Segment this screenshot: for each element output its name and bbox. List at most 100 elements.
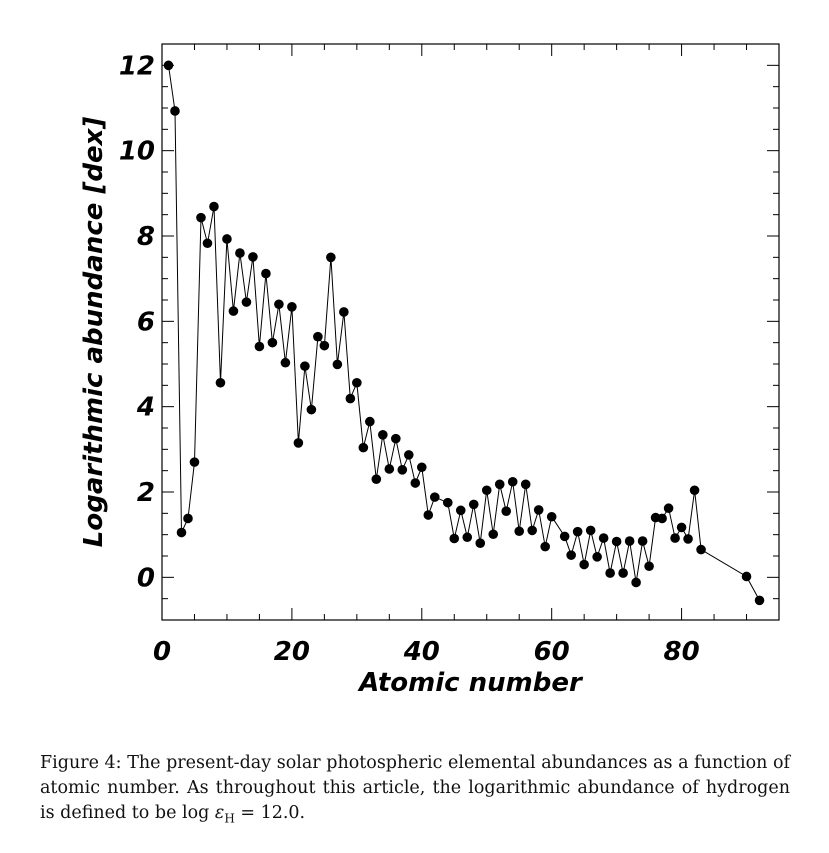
data-point xyxy=(248,252,258,262)
data-point xyxy=(442,497,453,508)
figure-caption: Figure 4: The present-day solar photosph… xyxy=(40,751,790,832)
data-point xyxy=(455,505,466,516)
x-tick-label: 80 xyxy=(663,637,699,667)
data-point xyxy=(598,533,609,543)
data-point xyxy=(683,534,693,544)
data-point xyxy=(605,568,615,578)
x-tick-label: 40 xyxy=(403,637,440,667)
tick-labels: 0 20 40 60 80 0 2 4 6 8 10 12 xyxy=(119,51,700,667)
data-point xyxy=(306,404,317,415)
y-tick-label: 2 xyxy=(137,478,155,508)
data-point xyxy=(345,393,356,404)
data-point xyxy=(754,595,765,606)
caption-tail: = 12.0. xyxy=(234,803,306,823)
data-point xyxy=(410,478,421,488)
data-point xyxy=(501,506,512,516)
data-point xyxy=(696,544,706,555)
axis-ticks xyxy=(161,43,780,621)
data-point xyxy=(215,377,226,388)
data-point xyxy=(579,559,589,570)
data-point xyxy=(644,561,654,572)
data-point xyxy=(449,533,460,544)
data-point xyxy=(332,359,343,370)
y-axis-title: Logarithmic abundance [dex] xyxy=(79,117,109,548)
data-point xyxy=(274,299,284,310)
data-point xyxy=(618,568,628,578)
caption-epsilon: ε xyxy=(214,803,225,823)
data-point xyxy=(624,536,635,546)
data-point xyxy=(585,525,596,536)
series-line xyxy=(168,65,760,601)
data-point xyxy=(326,252,336,263)
data-point xyxy=(527,525,537,536)
data-point xyxy=(339,307,349,317)
data-point xyxy=(404,450,414,460)
data-point xyxy=(241,297,252,307)
data-point xyxy=(371,474,382,485)
data-point xyxy=(183,513,193,524)
y-tick-label: 6 xyxy=(137,307,155,337)
data-point xyxy=(494,479,505,490)
data-point xyxy=(566,550,576,560)
data-point xyxy=(352,377,362,388)
data-point xyxy=(358,442,369,453)
data-point xyxy=(592,552,602,562)
data-point xyxy=(170,106,180,116)
data-point xyxy=(676,522,687,533)
data-point xyxy=(235,248,245,258)
data-point xyxy=(475,538,486,548)
x-tick-label: 60 xyxy=(534,637,570,667)
data-point xyxy=(657,513,667,524)
y-tick-label: 12 xyxy=(119,51,155,81)
data-point xyxy=(741,571,752,582)
data-point xyxy=(397,465,408,475)
data-point xyxy=(559,531,570,542)
data-point xyxy=(429,492,440,502)
data-points xyxy=(163,60,765,606)
data-point xyxy=(514,526,525,537)
data-point xyxy=(293,438,304,448)
data-point xyxy=(533,505,544,515)
data-point xyxy=(313,331,323,342)
x-axis-title: Atomic number xyxy=(357,668,584,698)
data-point xyxy=(196,212,206,223)
data-point xyxy=(176,527,187,538)
data-point xyxy=(507,476,518,487)
x-tick-label: 20 xyxy=(274,637,310,667)
data-point xyxy=(365,416,375,427)
data-point xyxy=(488,529,499,540)
data-point xyxy=(378,430,388,440)
data-point xyxy=(202,238,213,249)
data-point xyxy=(384,464,395,474)
caption-subscript: H xyxy=(224,811,235,826)
data-point xyxy=(261,268,271,279)
y-tick-label: 8 xyxy=(137,222,155,252)
data-point xyxy=(670,533,680,543)
y-tick-label: 10 xyxy=(119,137,155,167)
y-tick-label: 4 xyxy=(136,393,155,423)
data-point xyxy=(391,433,401,444)
data-point xyxy=(228,306,239,316)
data-point xyxy=(267,337,278,348)
data-point xyxy=(462,532,473,543)
data-point xyxy=(222,234,232,244)
data-point xyxy=(280,357,291,368)
data-point xyxy=(300,361,310,371)
data-point xyxy=(572,526,583,537)
data-point xyxy=(637,536,648,546)
data-point xyxy=(631,577,641,588)
data-point xyxy=(416,462,427,473)
data-point xyxy=(209,201,219,212)
data-point xyxy=(481,485,492,496)
caption-text: Figure 4: The present-day solar photosph… xyxy=(40,753,790,823)
data-point xyxy=(319,340,330,351)
data-point xyxy=(287,302,297,312)
data-point xyxy=(189,457,200,467)
data-point xyxy=(546,511,557,522)
data-point xyxy=(540,541,550,552)
data-point xyxy=(163,60,174,71)
x-tick-label: 0 xyxy=(153,637,171,667)
data-point xyxy=(663,503,674,514)
abundance-chart: 0 20 40 60 80 0 2 4 6 8 10 12 Atomic number Logarit… xyxy=(79,43,780,698)
data-point xyxy=(520,479,531,490)
